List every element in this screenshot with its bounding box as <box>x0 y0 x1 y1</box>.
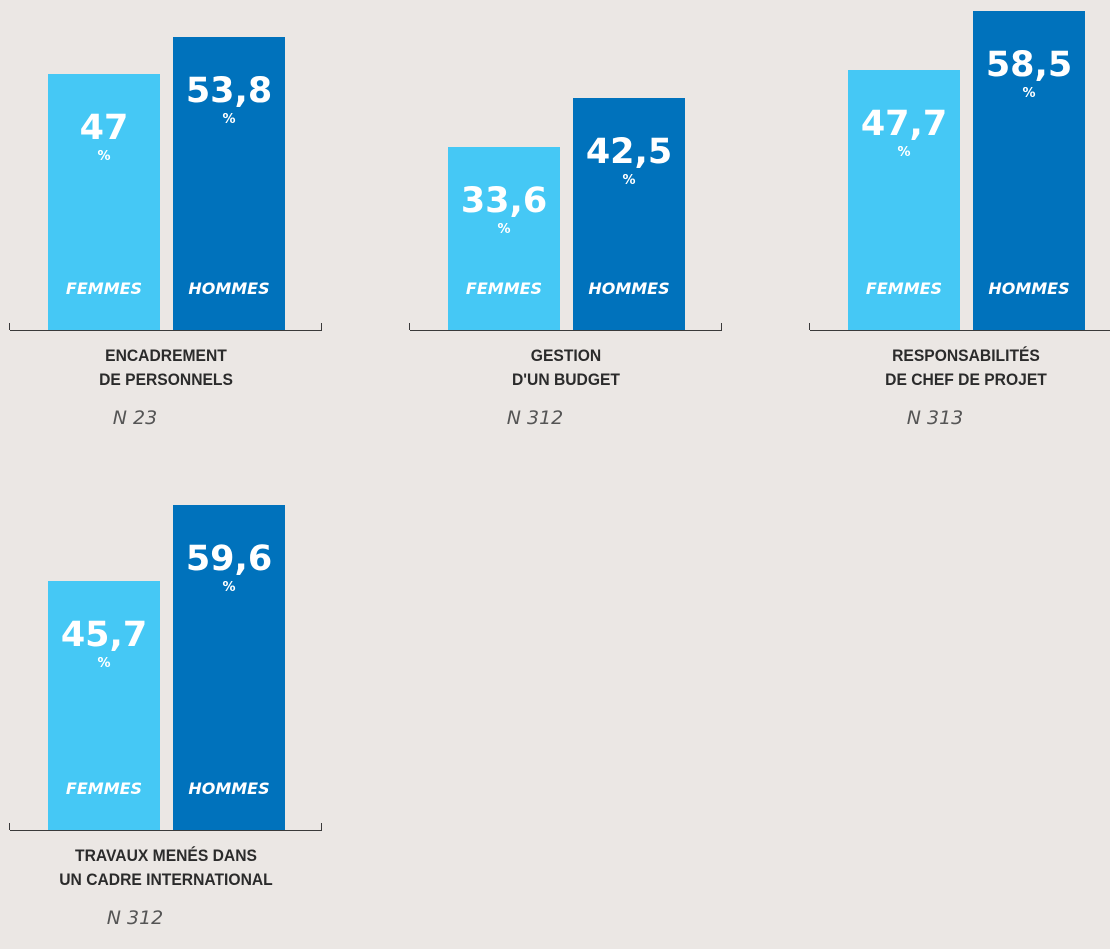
percent-unit-label: % <box>97 148 111 164</box>
bar-femmes: 47% FEMMES <box>48 73 160 330</box>
bar-category-label: FEMMES <box>65 278 143 298</box>
percent-unit-label: % <box>622 173 636 189</box>
percent-unit-label: % <box>497 221 511 237</box>
chart-title-line: D'UN BUDGET <box>512 370 620 389</box>
x-axis-tick <box>9 823 11 830</box>
chart-group: 33,6% FEMMES 42,5% HOMMES GESTION D'UN BUDGET… <box>400 0 723 429</box>
bar-category-label: FEMMES <box>865 278 943 298</box>
percent-unit-label: % <box>1022 86 1036 102</box>
x-axis-baseline <box>810 330 1110 331</box>
chart-title-line: UN CADRE INTERNATIONAL <box>59 870 273 889</box>
bar-hommes: 53,8% HOMMES <box>173 36 285 330</box>
bar-value-label: 45,7 <box>60 614 148 655</box>
bar-value-label: 53,8 <box>185 70 273 111</box>
chart-title-line: GESTION <box>530 346 602 365</box>
x-axis-baseline <box>10 830 322 831</box>
x-axis-tick <box>321 823 323 830</box>
bar-category-label: FEMMES <box>465 278 543 298</box>
chart-group: 47,7% FEMMES 58,5% HOMMES RESPONSABILITÉS DE … <box>800 0 1110 429</box>
chart-group: 45,7% FEMMES 59,6% HOMMES TRAVAUX MENÉS DANS… <box>0 500 323 929</box>
x-axis-baseline <box>410 330 722 331</box>
bar-hommes: 42,5% HOMMES <box>573 98 685 330</box>
percent-unit-label: % <box>897 145 911 161</box>
x-axis-tick <box>721 323 723 330</box>
chart-title: TRAVAUX MENÉS DANS UN CADRE INTERNATIONAL <box>28 844 304 892</box>
chart-title-line: RESPONSABILITÉS <box>892 346 1040 365</box>
x-axis-tick <box>809 323 811 330</box>
x-axis-tick <box>321 323 323 330</box>
bar-hommes: 59,6% HOMMES <box>173 505 285 830</box>
bar-value-label: 59,6 <box>185 539 273 580</box>
bar-category-label: HOMMES <box>188 778 270 798</box>
x-axis-tick <box>9 323 11 330</box>
percent-unit-label: % <box>222 580 236 596</box>
chart-title: RESPONSABILITÉS DE CHEF DE PROJET <box>828 344 1104 392</box>
bar-value-label: 58,5 <box>985 45 1073 86</box>
chart-title: GESTION D'UN BUDGET <box>428 344 704 392</box>
bar-category-label: FEMMES <box>65 778 143 798</box>
x-axis-tick <box>409 323 411 330</box>
bar-value-label: 47 <box>79 107 129 148</box>
percent-unit-label: % <box>97 655 111 671</box>
sample-size-label: N 312 <box>106 907 164 929</box>
chart-group: 47% FEMMES 53,8% HOMMES ENCADREMENT DE PERSON… <box>0 0 323 429</box>
bar-value-label: 33,6 <box>460 180 548 221</box>
bar-value-label: 47,7 <box>860 104 948 145</box>
chart-title: ENCADREMENT DE PERSONNELS <box>28 344 304 392</box>
sample-size-label: N 312 <box>506 407 564 429</box>
bar-femmes: 45,7% FEMMES <box>48 580 160 830</box>
chart-title-line: DE CHEF DE PROJET <box>885 370 1047 389</box>
chart-title-line: TRAVAUX MENÉS DANS <box>75 846 257 865</box>
bar-category-label: HOMMES <box>988 278 1070 298</box>
percent-unit-label: % <box>222 111 236 127</box>
sample-size-label: N 313 <box>906 407 964 429</box>
bar-value-label: 42,5 <box>585 132 673 173</box>
sample-size-label: N 23 <box>112 407 158 429</box>
chart-title-line: DE PERSONNELS <box>99 370 233 389</box>
bar-femmes: 47,7% FEMMES <box>848 70 960 330</box>
chart-title-line: ENCADREMENT <box>105 346 227 365</box>
x-axis-baseline <box>10 330 322 331</box>
bar-hommes: 58,5% HOMMES <box>973 11 1085 330</box>
bar-category-label: HOMMES <box>188 278 270 298</box>
bar-femmes: 33,6% FEMMES <box>448 146 560 330</box>
bar-category-label: HOMMES <box>588 279 670 298</box>
